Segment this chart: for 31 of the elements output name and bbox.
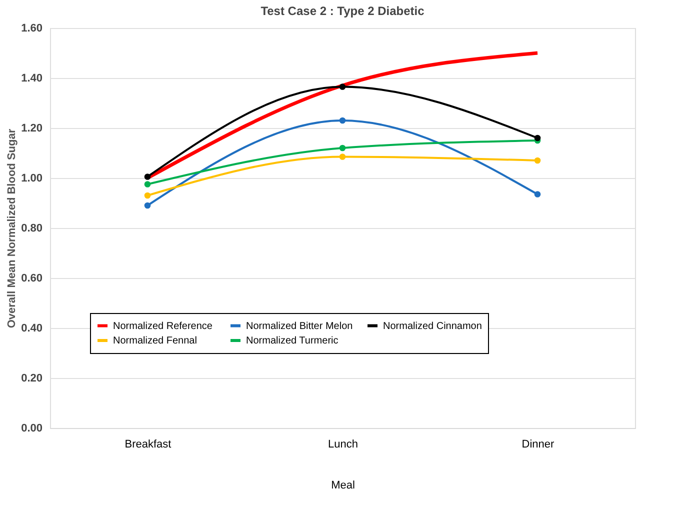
legend-label: Normalized Cinnamon: [383, 320, 482, 332]
point: [144, 202, 151, 209]
x-tick-label: Lunch: [328, 438, 358, 450]
legend-label: Normalized Reference: [113, 320, 213, 332]
y-tick-label: 1.60: [21, 22, 42, 34]
chart-title: Test Case 2 : Type 2 Diabetic: [260, 4, 425, 18]
y-tick-label: 1.40: [21, 72, 42, 84]
point: [339, 117, 346, 124]
y-tick-label: 1.20: [21, 122, 42, 134]
y-tick-label: 1.00: [21, 172, 42, 184]
x-axis-title: Meal: [331, 480, 355, 492]
point: [534, 157, 541, 164]
point: [339, 84, 346, 90]
point: [144, 181, 151, 188]
point: [144, 174, 151, 180]
point: [534, 191, 541, 198]
point: [534, 134, 541, 142]
y-tick-label: 0.40: [21, 322, 42, 334]
point: [144, 192, 151, 199]
y-tick-label: 0.60: [21, 272, 42, 284]
y-tick-label: 0.80: [21, 222, 42, 234]
legend-label: Normalized Fennal: [113, 336, 197, 346]
x-tick-label: Dinner: [522, 438, 555, 450]
legend-label: Normalized Bitter Melon: [246, 320, 353, 332]
legend-label: Normalized Turmeric: [246, 336, 338, 346]
point: [339, 154, 346, 160]
y-axis-title: Overall Mean Normalized Blood Sugar: [6, 128, 18, 328]
x-tick-label: Breakfast: [124, 438, 172, 450]
y-tick-label: 0.20: [21, 372, 42, 384]
point: [339, 144, 346, 152]
y-tick-label: 0.00: [21, 422, 42, 434]
